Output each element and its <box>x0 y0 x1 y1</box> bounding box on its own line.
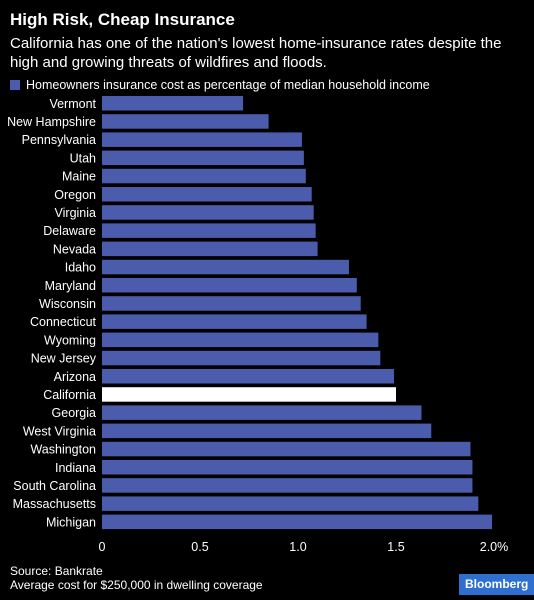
bar-massachusetts <box>102 496 479 511</box>
category-label-maine: Maine <box>62 170 96 184</box>
category-label-pennsylvania: Pennsylvania <box>22 133 96 147</box>
legend-swatch <box>10 80 20 90</box>
bar-vermont <box>102 96 244 111</box>
bar-new-hampshire <box>102 114 269 129</box>
category-label-wisconsin: Wisconsin <box>39 297 96 311</box>
bar-indiana <box>102 460 473 475</box>
legend: Homeowners insurance cost as percentage … <box>10 78 430 92</box>
bloomberg-logo: Bloomberg <box>459 574 534 595</box>
category-label-connecticut: Connecticut <box>30 315 97 329</box>
category-label-virginia: Virginia <box>55 206 97 220</box>
category-label-oregon: Oregon <box>54 188 96 202</box>
bar-michigan <box>102 514 493 530</box>
bar-california <box>102 387 396 402</box>
category-label-utah: Utah <box>70 151 96 165</box>
category-label-west-virginia: West Virginia <box>23 424 96 438</box>
category-label-south-carolina: South Carolina <box>13 479 96 493</box>
x-tick-label: 2.0% <box>480 540 509 554</box>
bar-idaho <box>102 259 349 275</box>
source-note: Source: Bankrate Average cost for $250,0… <box>10 564 263 592</box>
category-label-indiana: Indiana <box>55 461 96 475</box>
category-label-massachusetts: Massachusetts <box>13 497 96 511</box>
bar-utah <box>102 150 304 166</box>
bar-virginia <box>102 205 314 220</box>
category-label-california: California <box>43 388 96 402</box>
category-label-maryland: Maryland <box>45 279 96 293</box>
category-label-georgia: Georgia <box>52 406 97 420</box>
bar-oregon <box>102 187 312 202</box>
category-label-michigan: Michigan <box>46 515 96 529</box>
bar-connecticut <box>102 314 367 329</box>
category-label-washington: Washington <box>30 443 96 457</box>
source-text: Source: Bankrate <box>10 564 103 578</box>
category-label-idaho: Idaho <box>65 261 96 275</box>
category-label-new-jersey: New Jersey <box>31 352 97 366</box>
bar-washington <box>102 441 471 457</box>
x-tick-label: 1.0 <box>289 540 306 554</box>
bar-maine <box>102 168 306 184</box>
legend-label: Homeowners insurance cost as percentage … <box>26 78 430 92</box>
x-tick-label: 0.5 <box>191 540 208 554</box>
x-tick-label: 1.5 <box>387 540 404 554</box>
bar-new-jersey <box>102 350 381 366</box>
bar-delaware <box>102 223 316 238</box>
chart-title: High Risk, Cheap Insurance <box>10 10 235 29</box>
bar-maryland <box>102 278 357 293</box>
chart-subtitle: California has one of the nation's lowes… <box>10 35 502 71</box>
bar-arizona <box>102 369 395 384</box>
bar-georgia <box>102 405 422 420</box>
bar-west-virginia <box>102 423 432 439</box>
category-label-delaware: Delaware <box>43 224 96 238</box>
category-label-vermont: Vermont <box>49 97 96 111</box>
category-label-wyoming: Wyoming <box>44 333 96 347</box>
bar-south-carolina <box>102 478 473 493</box>
category-label-new-hampshire: New Hampshire <box>7 115 96 129</box>
bar-pennsylvania <box>102 132 302 147</box>
coverage-note: Average cost for $250,000 in dwelling co… <box>10 578 263 592</box>
category-label-arizona: Arizona <box>54 370 96 384</box>
bar-wisconsin <box>102 296 361 311</box>
category-label-nevada: Nevada <box>53 242 96 256</box>
bar-nevada <box>102 241 318 257</box>
x-tick-label: 0 <box>99 540 106 554</box>
bar-wyoming <box>102 332 379 348</box>
